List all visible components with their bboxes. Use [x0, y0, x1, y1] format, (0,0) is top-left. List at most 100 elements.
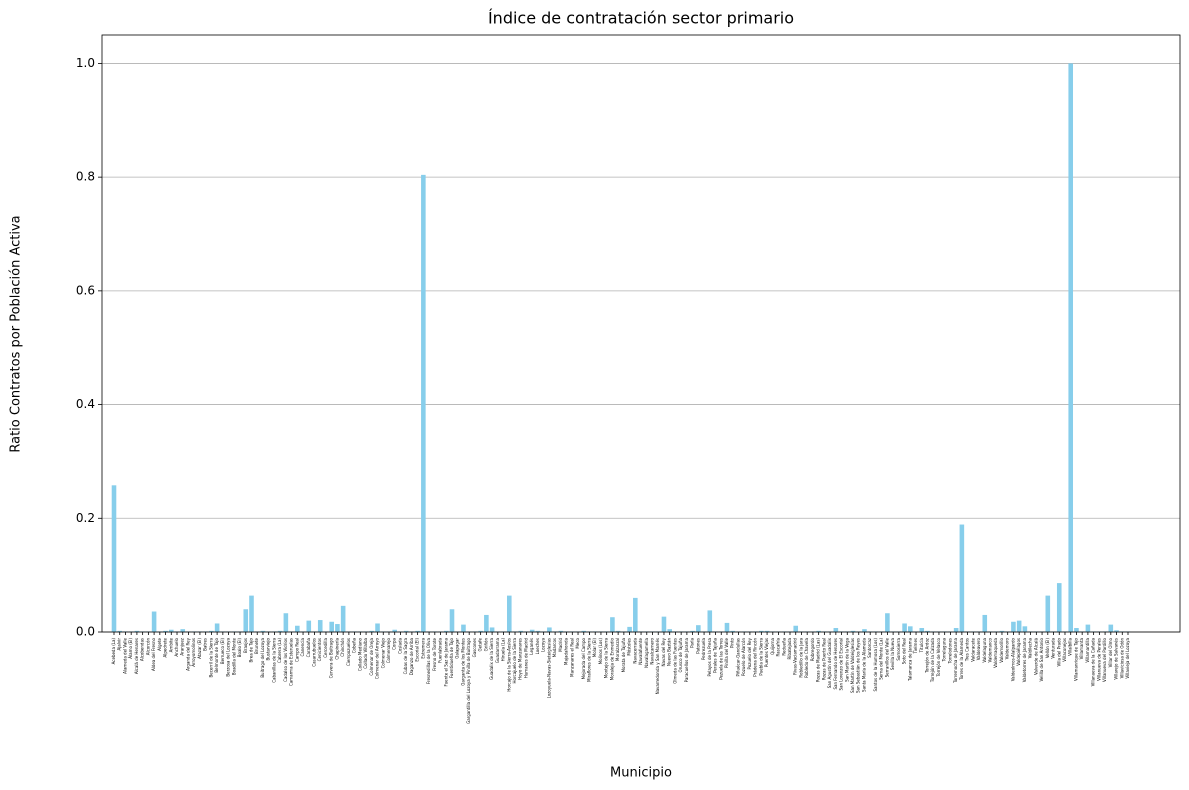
y-tick-label: 0.0	[76, 625, 95, 639]
x-tick-label: Loeches	[535, 638, 540, 654]
x-tick-label: Robledillo de la Jara	[798, 637, 803, 677]
bar	[615, 630, 621, 632]
x-tick-label: Buitrago del Lozoya	[260, 637, 265, 677]
x-tick-label: Arroyomolinos	[191, 638, 196, 667]
bar	[369, 630, 375, 632]
bar	[443, 630, 449, 632]
x-tick-label: Piñuécar-Gandullas	[735, 638, 740, 677]
x-tick-label: Alcorcón	[145, 638, 150, 656]
x-axis-label: Municipio	[610, 766, 672, 781]
x-tick-label: Acebeda (La)	[111, 638, 116, 665]
bar	[415, 630, 420, 632]
x-tick-label: Orusco de Tajuña	[678, 637, 683, 672]
bar	[1108, 624, 1114, 632]
x-tick-label: Navalcarnero	[650, 637, 655, 664]
x-tick-label: Torrejón de la Calzada	[930, 637, 935, 683]
bar	[163, 630, 168, 632]
bar	[403, 630, 409, 632]
x-tick-label: Titulcia	[919, 637, 924, 653]
x-tick-label: Nuevo Baztán	[667, 638, 672, 666]
bar	[627, 626, 632, 632]
x-tick-label: Valdilecha	[1028, 637, 1033, 658]
x-tick-label: Torrejón de Velasco	[936, 637, 941, 677]
x-tick-label: Boadilla del Monte	[231, 637, 236, 675]
x-tick-label: Pedrezuela	[701, 637, 706, 659]
x-tick-label: Valdemaqueda	[993, 637, 998, 667]
bar	[306, 620, 312, 632]
bar	[375, 623, 380, 632]
y-tick-label: 0.4	[76, 397, 95, 411]
x-tick-label: Tielmes	[913, 638, 918, 654]
x-tick-label: Santos de la Humosa (Los)	[873, 638, 878, 692]
x-tick-label: San Sebastián de los Reyes	[856, 638, 861, 693]
x-tick-label: Robledo de Chavela	[804, 637, 809, 677]
x-tick-label: Aranjuez	[180, 638, 185, 656]
bar	[421, 174, 426, 632]
x-tick-label: Getafe	[478, 637, 483, 651]
x-tick-label: Valdemoro	[1005, 637, 1010, 659]
x-tick-label: Madrid	[558, 638, 563, 652]
bar	[919, 628, 925, 632]
x-tick-label: Navarredonda y San Mamés	[655, 638, 660, 694]
bar	[633, 597, 638, 632]
x-tick-label: Hiruela (La)	[501, 638, 506, 662]
y-tick-label: 0.2	[76, 511, 95, 525]
x-tick-label: Valdeolmos-Alalpardo	[1010, 637, 1015, 681]
x-tick-label: Coslada	[397, 637, 402, 653]
x-tick-label: Navalagamella	[644, 637, 649, 667]
x-tick-label: Becerril de la Sierra	[208, 637, 213, 677]
x-tick-label: San Fernando de Henares	[833, 638, 838, 690]
x-tick-label: Fresnedillas de la Oliva	[426, 637, 431, 684]
x-tick-label: Valdemanco	[988, 637, 993, 662]
x-tick-label: Pozuelo de Alarcón	[741, 638, 746, 676]
x-tick-label: Bustarviejo	[266, 637, 271, 660]
x-tick-label: Rivas-Vaciamadrid	[793, 638, 798, 675]
x-tick-label: Olmeda de las Fuentes	[672, 638, 677, 684]
bar	[1068, 63, 1074, 632]
bar	[295, 625, 300, 632]
x-tick-label: Berzosa del Lozoya	[226, 637, 231, 676]
bar	[111, 485, 117, 632]
x-tick-label: Valdetorres de Jarama	[1022, 637, 1027, 682]
x-tick-label: Villamanrique de Tajo	[1073, 637, 1078, 680]
bar	[1074, 628, 1079, 632]
x-tick-label: Villaviciosa de Odón	[1119, 638, 1124, 679]
bar	[759, 630, 764, 632]
x-tick-label: Camarma de Esteruelas	[289, 638, 294, 686]
bar	[925, 630, 930, 632]
x-tick-label: Ribatejada	[787, 637, 792, 659]
x-tick-label: Valdelaguna	[982, 637, 987, 662]
x-tick-label: Soto del Real	[902, 638, 907, 664]
x-tick-label: Mejorada del Campo	[581, 637, 586, 679]
x-tick-label: Rozas de Madrid (Las)	[816, 638, 821, 683]
x-tick-label: Pozuelo del Rey	[747, 637, 752, 669]
x-tick-label: Ambite	[168, 637, 173, 652]
x-tick-label: Somosierra	[896, 637, 901, 660]
x-tick-label: San Lorenzo de El Escorial	[839, 638, 844, 691]
x-tick-label: Villarejo de Salvanés	[1114, 638, 1119, 680]
x-tick-label: Horcajo de la Sierra-Aoslos	[506, 638, 511, 692]
x-tick-label: Colmenar Viejo	[380, 637, 385, 668]
y-tick-label: 0.6	[76, 283, 95, 297]
x-tick-label: Villanueva del Pardillo	[1102, 637, 1107, 682]
x-tick-label: Quijorna	[770, 637, 775, 654]
y-tick-label: 1.0	[76, 56, 95, 70]
y-tick-label: 0.8	[76, 170, 95, 184]
bar	[489, 627, 495, 632]
bar	[690, 630, 695, 632]
x-tick-label: Brunete	[254, 637, 259, 653]
bar	[610, 617, 615, 632]
bar	[518, 630, 524, 632]
bar	[117, 630, 123, 632]
x-tick-label: Valdeavero	[976, 637, 981, 660]
x-tick-label: Casarrubuelos	[312, 638, 317, 667]
x-tick-label: Cercedilla	[323, 637, 328, 657]
x-tick-label: Canencia	[300, 637, 305, 656]
x-tick-label: Cobeña	[352, 637, 357, 653]
x-tick-label: Puebla de la Sierra	[758, 637, 763, 675]
x-tick-label: Cubas de la Sagra	[403, 637, 408, 674]
x-tick-label: Gargantilla del Lozoya y Pinilla de Buit…	[466, 637, 471, 723]
x-tick-label: Molinos (Los)	[598, 638, 603, 665]
x-tick-label: Algete	[157, 637, 162, 650]
bar	[1045, 595, 1051, 632]
